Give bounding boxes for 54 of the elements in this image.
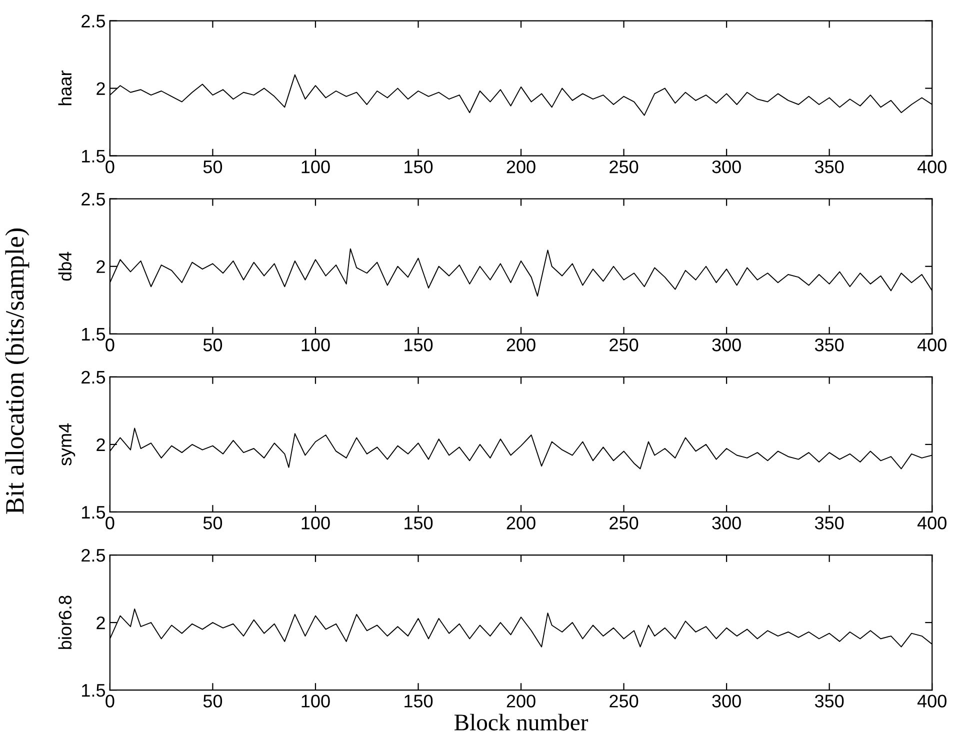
x-tick-label: 0 [106, 160, 114, 174]
y-tick-label: 2 [96, 260, 105, 273]
x-tick-label: 50 [203, 338, 222, 352]
y-tick-label: 1.5 [82, 684, 106, 697]
y-axis-title: db4 [58, 252, 72, 281]
x-tick-label: 350 [814, 516, 844, 530]
x-tick-label: 400 [917, 338, 946, 352]
x-tick-label: 300 [712, 338, 741, 352]
x-tick-label: 50 [203, 516, 222, 530]
y-tick-label: 2.5 [82, 14, 106, 28]
y-axis-title: sym4 [58, 423, 76, 466]
y-axis-title: bior6.8 [58, 596, 72, 649]
x-tick-label: 50 [203, 160, 222, 174]
x-tick-label: 0 [106, 338, 114, 352]
x-tick-label: 150 [404, 694, 433, 708]
x-tick-label: 100 [302, 160, 330, 174]
y-tick-label: 2.5 [82, 548, 106, 562]
x-tick-label: 300 [712, 694, 741, 708]
x-tick-label: 250 [610, 160, 638, 174]
x-tick-label: 400 [917, 694, 946, 708]
x-axis-title: Block number [454, 714, 588, 730]
y-tick-label: 2.5 [82, 192, 106, 206]
y-tick-label: 2 [96, 82, 105, 95]
x-tick-label: 0 [106, 694, 114, 708]
x-tick-label: 250 [610, 694, 638, 708]
y-tick-label: 1.5 [82, 506, 106, 519]
y-tick-label: 2 [96, 616, 105, 630]
x-tick-label: 250 [610, 516, 638, 530]
x-tick-label: 400 [917, 516, 946, 530]
x-tick-label: 300 [712, 516, 741, 530]
text: Bit allocation (bits/sample) [5, 228, 30, 514]
x-tick-label: 200 [506, 694, 536, 708]
y-tick-label: 2.5 [82, 370, 106, 384]
x-tick-label: 250 [610, 338, 638, 352]
x-tick-label: 0 [106, 516, 114, 530]
y-tick-label: 2 [96, 438, 105, 451]
x-tick-label: 100 [302, 516, 330, 530]
x-tick-label: 350 [814, 694, 844, 708]
x-tick-label: 350 [814, 338, 844, 352]
x-tick-label: 50 [203, 694, 222, 708]
x-tick-label: 350 [814, 160, 844, 174]
x-tick-label: 400 [917, 160, 946, 174]
x-tick-label: 100 [302, 338, 330, 352]
y-axis-title: haar [58, 70, 72, 106]
x-tick-label: 200 [506, 516, 536, 530]
y-tick-label: 1.5 [82, 328, 106, 341]
x-tick-label: 150 [404, 338, 433, 352]
x-tick-label: 200 [506, 338, 536, 352]
x-tick-label: 300 [712, 160, 741, 174]
x-tick-label: 200 [506, 160, 536, 174]
x-tick-label: 100 [302, 694, 330, 708]
x-tick-label: 150 [404, 516, 433, 530]
y-tick-label: 1.5 [82, 150, 106, 163]
x-tick-label: 150 [404, 160, 433, 174]
